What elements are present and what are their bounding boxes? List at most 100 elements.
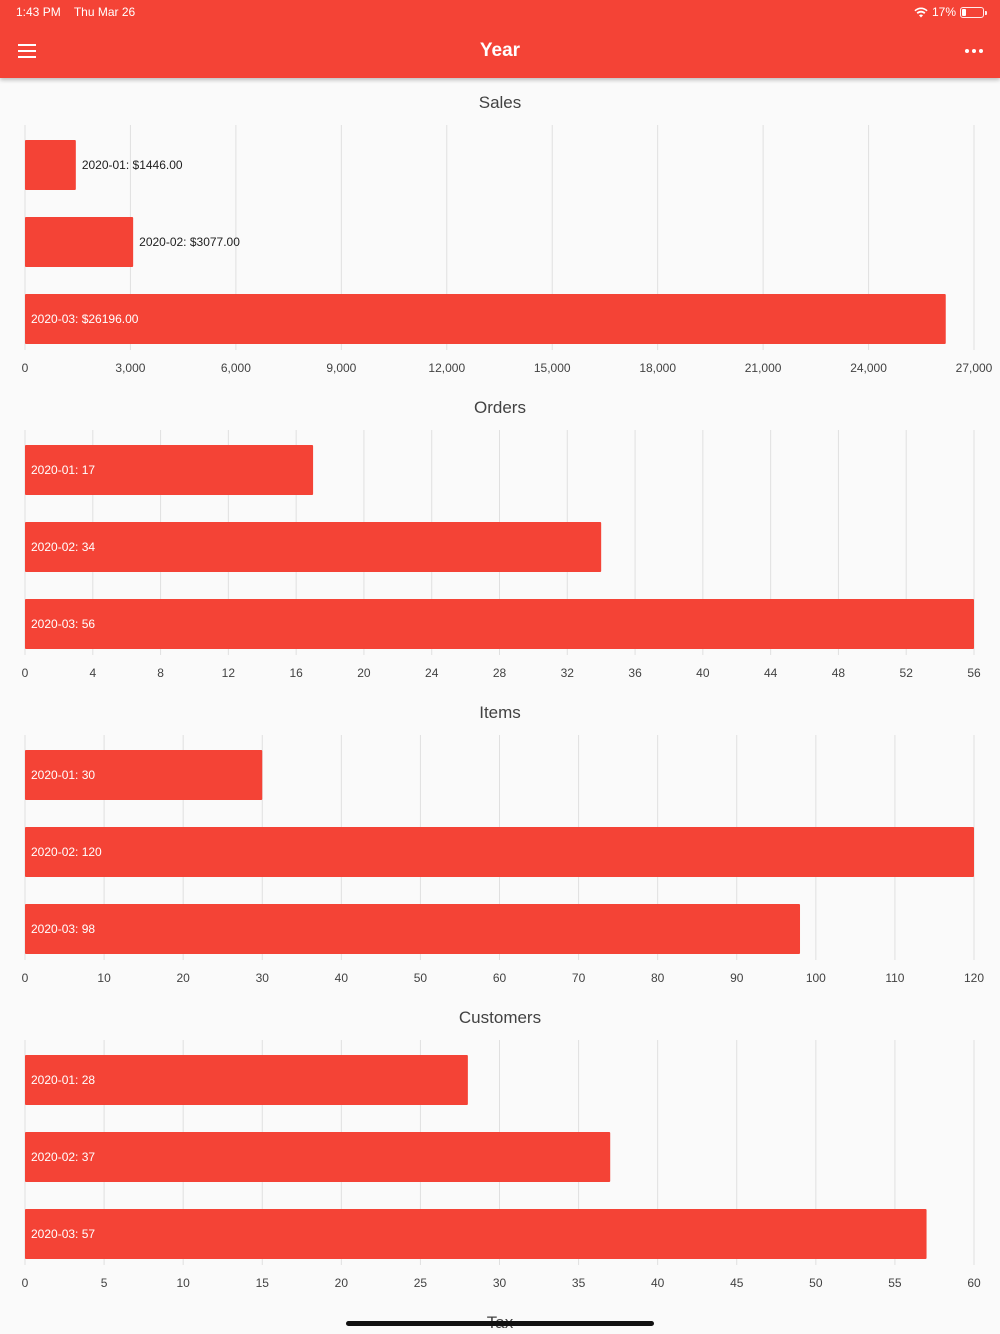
chart-title: Orders bbox=[474, 398, 526, 417]
data-label: 2020-01: 30 bbox=[31, 768, 95, 782]
data-label: 2020-02: 34 bbox=[31, 540, 95, 554]
tick-label: 45 bbox=[730, 1276, 744, 1290]
bar-2020-01[interactable] bbox=[25, 140, 76, 190]
tick-label: 60 bbox=[493, 971, 507, 985]
bar-2020-02[interactable] bbox=[25, 217, 134, 267]
data-label: 2020-02: 37 bbox=[31, 1150, 95, 1164]
data-label: 2020-02: $3077.00 bbox=[139, 235, 240, 249]
tick-label: 6,000 bbox=[221, 361, 251, 375]
home-indicator[interactable] bbox=[346, 1321, 654, 1326]
tick-label: 24,000 bbox=[850, 361, 887, 375]
data-label: 2020-03: 56 bbox=[31, 617, 95, 631]
tick-label: 20 bbox=[176, 971, 190, 985]
tick-label: 0 bbox=[22, 1276, 29, 1290]
tick-label: 52 bbox=[900, 666, 914, 680]
tick-label: 12,000 bbox=[428, 361, 465, 375]
tick-label: 25 bbox=[414, 1276, 428, 1290]
tick-label: 50 bbox=[414, 971, 428, 985]
tick-label: 48 bbox=[832, 666, 846, 680]
tick-label: 0 bbox=[22, 666, 29, 680]
tick-label: 4 bbox=[89, 666, 96, 680]
bar-2020-01[interactable] bbox=[25, 1055, 468, 1105]
tick-label: 9,000 bbox=[326, 361, 356, 375]
data-label: 2020-02: 120 bbox=[31, 845, 102, 859]
more-options-button[interactable] bbox=[962, 42, 986, 60]
charts-scroll-area[interactable]: Sales 0 3,000 6,000 9,000 12,000 15,000 18,000 2… bbox=[0, 78, 1000, 1334]
chart-title: Items bbox=[479, 703, 521, 722]
page-title: Year bbox=[479, 40, 521, 61]
tick-label: 5 bbox=[101, 1276, 108, 1290]
chart-customers: Customers 0 5 10 15 20 25 30 35 40 45 50 55 60 2020-01… bbox=[22, 1008, 981, 1290]
tick-label: 90 bbox=[730, 971, 744, 985]
data-label: 2020-03: 57 bbox=[31, 1227, 95, 1241]
charts-svg: Sales 0 3,000 6,000 9,000 12,000 15,000 18,000 2… bbox=[22, 93, 993, 1332]
battery-percent: 17% bbox=[931, 5, 956, 19]
tick-label: 12 bbox=[222, 666, 236, 680]
bar-2020-02[interactable] bbox=[25, 522, 602, 572]
tick-label: 0 bbox=[22, 971, 29, 985]
data-label: 2020-01: 17 bbox=[31, 463, 95, 477]
tick-label: 3,000 bbox=[115, 361, 145, 375]
tick-label: 44 bbox=[764, 666, 778, 680]
tick-label: 55 bbox=[888, 1276, 902, 1290]
tick-label: 30 bbox=[493, 1276, 507, 1290]
tick-label: 56 bbox=[967, 666, 981, 680]
data-label: 2020-01: 28 bbox=[31, 1073, 95, 1087]
chart-items: Items 0 10 20 30 40 50 60 70 80 90 100 110 120 2020-01… bbox=[22, 703, 985, 985]
bar-2020-03[interactable] bbox=[25, 904, 801, 954]
tick-label: 24 bbox=[425, 666, 439, 680]
status-bar: 1:43 PM Thu Mar 26 17% bbox=[16, 5, 987, 21]
tick-label: 36 bbox=[628, 666, 642, 680]
tick-label: 20 bbox=[335, 1276, 349, 1290]
tick-label: 0 bbox=[22, 361, 29, 375]
bar-2020-01[interactable] bbox=[25, 750, 263, 800]
tick-label: 50 bbox=[809, 1276, 823, 1290]
app-bar: 1:43 PM Thu Mar 26 17% Year bbox=[0, 0, 1000, 78]
bar-2020-03[interactable] bbox=[25, 599, 974, 649]
more-horizontal-icon bbox=[965, 49, 969, 53]
tick-label: 18,000 bbox=[639, 361, 676, 375]
tick-label: 40 bbox=[696, 666, 710, 680]
menu-button[interactable] bbox=[16, 40, 40, 62]
tick-label: 15 bbox=[256, 1276, 270, 1290]
tick-label: 28 bbox=[493, 666, 507, 680]
tick-label: 16 bbox=[289, 666, 303, 680]
status-right: 17% bbox=[914, 5, 987, 19]
tick-label: 40 bbox=[651, 1276, 665, 1290]
tick-label: 40 bbox=[335, 971, 349, 985]
bar-2020-03[interactable] bbox=[25, 294, 946, 344]
bar-2020-02[interactable] bbox=[25, 1132, 611, 1182]
tick-label: 120 bbox=[964, 971, 984, 985]
data-label: 2020-03: 98 bbox=[31, 922, 95, 936]
data-label: 2020-01: $1446.00 bbox=[82, 158, 183, 172]
battery-icon bbox=[960, 6, 987, 18]
tick-label: 21,000 bbox=[745, 361, 782, 375]
chart-title: Customers bbox=[459, 1008, 541, 1027]
wifi-icon bbox=[914, 6, 928, 17]
tick-label: 70 bbox=[572, 971, 586, 985]
tick-label: 35 bbox=[572, 1276, 586, 1290]
status-date: Thu Mar 26 bbox=[73, 5, 136, 19]
tick-label: 15,000 bbox=[534, 361, 571, 375]
chart-title: Sales bbox=[479, 93, 522, 112]
bar-2020-03[interactable] bbox=[25, 1209, 927, 1259]
tick-label: 110 bbox=[885, 971, 904, 985]
tick-label: 60 bbox=[967, 1276, 981, 1290]
tick-label: 20 bbox=[357, 666, 371, 680]
tick-label: 30 bbox=[256, 971, 270, 985]
chart-sales: Sales 0 3,000 6,000 9,000 12,000 15,000 18,000 2… bbox=[22, 93, 993, 375]
data-label: 2020-03: $26196.00 bbox=[31, 312, 139, 326]
hamburger-menu-icon bbox=[18, 44, 36, 46]
tick-label: 100 bbox=[806, 971, 826, 985]
bar-2020-01[interactable] bbox=[25, 445, 314, 495]
bar-2020-02[interactable] bbox=[25, 827, 974, 877]
tick-label: 10 bbox=[176, 1276, 190, 1290]
status-left: 1:43 PM Thu Mar 26 bbox=[16, 5, 145, 19]
tick-label: 80 bbox=[651, 971, 665, 985]
tick-label: 27,000 bbox=[956, 361, 993, 375]
tick-label: 8 bbox=[157, 666, 164, 680]
tick-label: 32 bbox=[561, 666, 575, 680]
tick-label: 10 bbox=[97, 971, 111, 985]
status-time: 1:43 PM bbox=[16, 5, 61, 19]
